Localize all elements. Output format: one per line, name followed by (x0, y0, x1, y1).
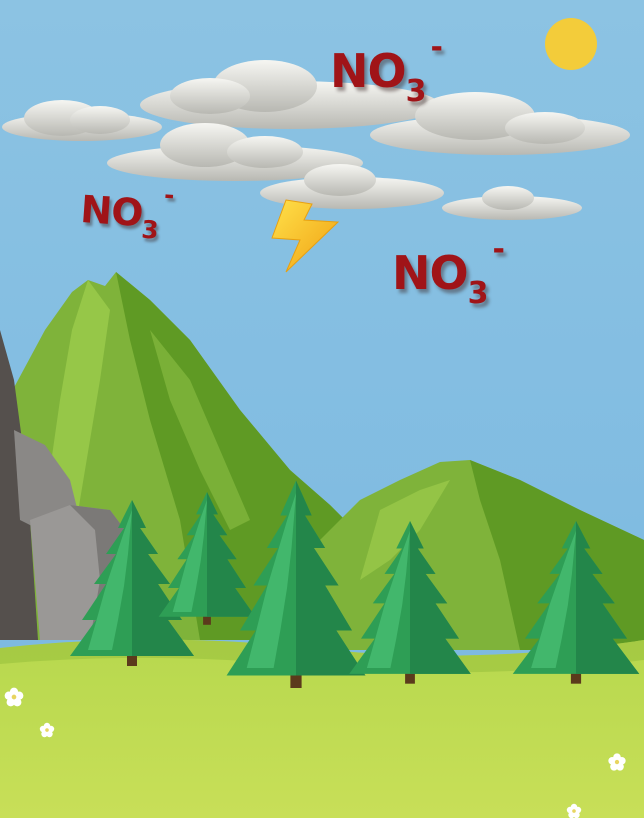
nitrate-subscript: 3 (140, 215, 160, 246)
cloud-middle (107, 123, 363, 181)
nitrate-subscript: 3 (405, 74, 427, 109)
nitrate-formula: NO (330, 44, 407, 98)
nitrate-formula: NO (79, 186, 145, 236)
nitrate-charge: - (430, 30, 443, 65)
lightning-bolt-icon (271, 199, 340, 273)
nitrate-subscript: 3 (467, 276, 489, 311)
cloud-right (370, 92, 630, 155)
cloud-small-center (260, 164, 444, 209)
nitrate-formula: NO (392, 246, 469, 300)
cloud-small-right (442, 186, 582, 220)
nitrate-ion-label: NO3- (392, 235, 505, 309)
nitrate-ion-label: NO3- (79, 181, 175, 245)
sun (545, 18, 597, 70)
nitrate-charge: - (163, 181, 176, 211)
nitrate-ion-label: NO3- (330, 33, 443, 107)
nitrate-charge: - (492, 232, 505, 267)
cloud-far-left (2, 100, 162, 141)
cloud-large-top (140, 60, 440, 129)
grass-ground (0, 639, 644, 818)
